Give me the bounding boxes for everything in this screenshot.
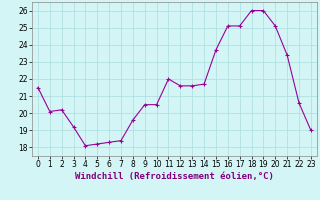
X-axis label: Windchill (Refroidissement éolien,°C): Windchill (Refroidissement éolien,°C) bbox=[75, 172, 274, 181]
